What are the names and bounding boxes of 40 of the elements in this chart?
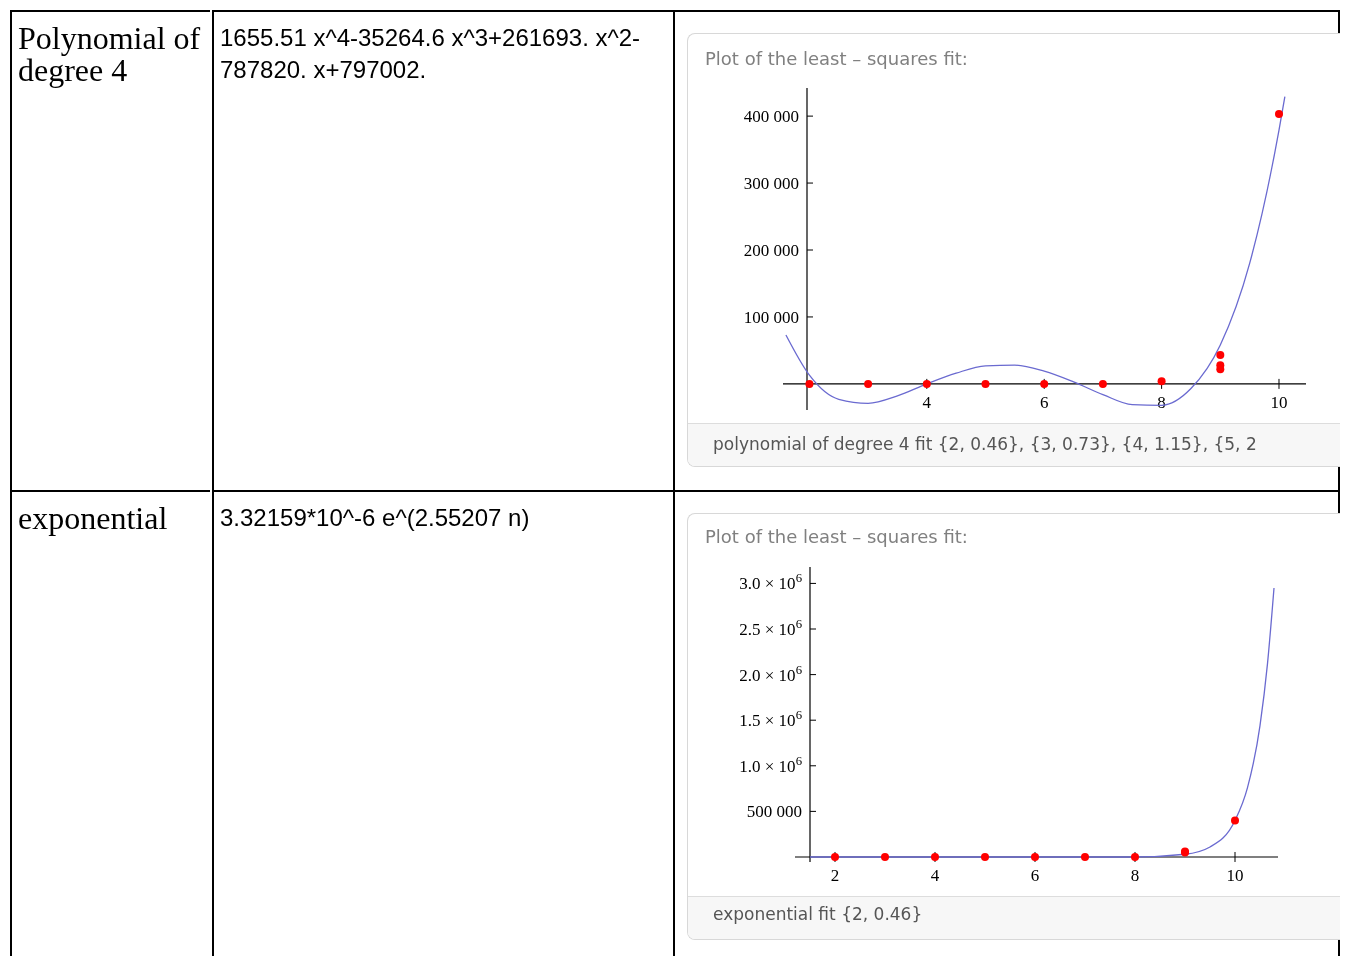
- x-tick-label: 2: [830, 865, 840, 885]
- point: [881, 852, 889, 861]
- point: [981, 852, 989, 861]
- x-tick-label: 6: [1030, 865, 1040, 885]
- y-tick-label: 200 000: [743, 241, 799, 260]
- x-tick-label: 10: [1226, 865, 1244, 885]
- y-tick-label: 300 000: [743, 174, 799, 194]
- text: 3.32159*10^-6 e^(2.55207 n): [212, 490, 673, 956]
- point: [922, 379, 931, 388]
- y-tick-label: 2.0 × 10$^{6}$: [739, 662, 802, 685]
- y-tick-label: 1.0 × 10$^{6}$: [739, 753, 802, 776]
- text: exponential: [10, 490, 210, 956]
- y-tick-label: 3.0 × 10$^{6}$: [739, 571, 802, 594]
- point: [1216, 351, 1225, 360]
- point: [864, 379, 873, 388]
- x-tick-label: 6: [1039, 392, 1049, 412]
- text: 1655.51 x^4-35264.6 x^3+261693. x^2-787820. x+797002.: [212, 10, 673, 490]
- point: [1081, 852, 1089, 861]
- point: [1098, 379, 1107, 388]
- x-tick-label: 4: [922, 392, 932, 412]
- point: [1040, 379, 1049, 388]
- y-tick-label: 100 000: [743, 307, 799, 327]
- y-tick-label: 400 000: [743, 107, 799, 127]
- y-tick-label: 500 000: [746, 802, 802, 822]
- text: polynomial of degree 4 fit {2, 0.46}, {3, 0.73}, {4, 1.15}, {5, 2: [713, 434, 1257, 454]
- point: [981, 379, 990, 388]
- y-tick-label: 1.5 × 10$^{6}$: [739, 708, 802, 731]
- x-tick-label: 4: [930, 865, 940, 885]
- x-tick-label: 10: [1270, 392, 1288, 412]
- chart-title: Plot of the least – squares fit:: [705, 48, 968, 69]
- point: [1275, 110, 1283, 119]
- x-tick-label: 8: [1130, 865, 1140, 885]
- point: [805, 379, 814, 388]
- chart-title: Plot of the least – squares fit:: [705, 526, 968, 547]
- y-tick-label: 2.5 × 10$^{6}$: [739, 617, 802, 640]
- point: [1231, 816, 1239, 825]
- point: [1157, 377, 1166, 386]
- text: Polynomial of degree 4: [10, 10, 210, 490]
- x-tick-label: 8: [1157, 392, 1166, 412]
- text: exponential fit {2, 0.46}: [713, 904, 923, 924]
